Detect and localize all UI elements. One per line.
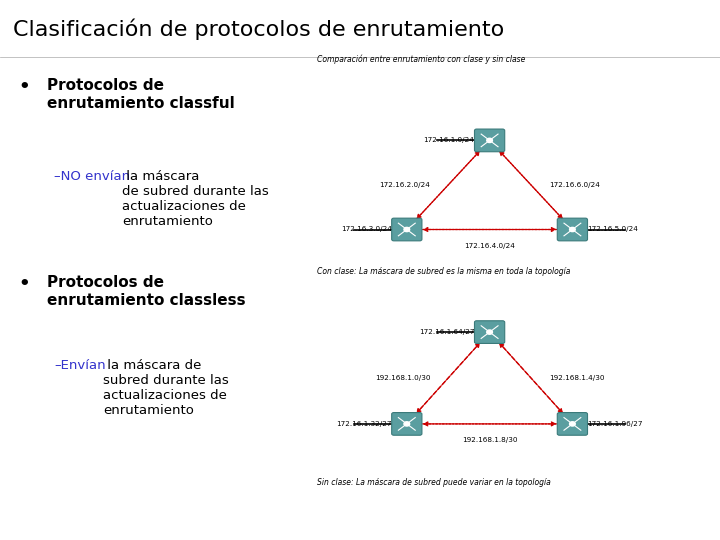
- Circle shape: [570, 422, 575, 426]
- Text: 172.16.1.0/24: 172.16.1.0/24: [423, 137, 474, 144]
- Text: 172.16.1.32/27: 172.16.1.32/27: [336, 421, 392, 427]
- Text: •: •: [18, 78, 30, 96]
- Text: Comparación entre enrutamiento con clase y sin clase: Comparación entre enrutamiento con clase…: [317, 54, 525, 64]
- Circle shape: [570, 227, 575, 232]
- Text: 172.16.3.0/24: 172.16.3.0/24: [341, 226, 392, 233]
- Circle shape: [487, 330, 492, 334]
- Text: la máscara de
subred durante las
actualizaciones de
enrutamiento: la máscara de subred durante las actuali…: [103, 359, 229, 417]
- Text: 192.168.1.0/30: 192.168.1.0/30: [374, 375, 431, 381]
- Text: 192.168.1.8/30: 192.168.1.8/30: [462, 437, 518, 443]
- Text: 172.16.1.96/27: 172.16.1.96/27: [588, 421, 643, 427]
- Text: 172.16.1.64/27: 172.16.1.64/27: [419, 329, 474, 335]
- Circle shape: [487, 138, 492, 143]
- FancyBboxPatch shape: [557, 218, 588, 241]
- Text: Con clase: La máscara de subred es la misma en toda la topología: Con clase: La máscara de subred es la mi…: [317, 267, 570, 276]
- Text: 172.16.5.0/24: 172.16.5.0/24: [588, 226, 639, 233]
- Text: Protocolos de
enrutamiento classful: Protocolos de enrutamiento classful: [47, 78, 235, 111]
- FancyBboxPatch shape: [474, 129, 505, 152]
- Text: •: •: [18, 275, 30, 293]
- Circle shape: [404, 422, 410, 426]
- Text: 192.168.1.4/30: 192.168.1.4/30: [549, 375, 605, 381]
- Text: 172.16.2.0/24: 172.16.2.0/24: [379, 182, 431, 188]
- Text: Sin clase: La máscara de subred puede variar en la topología: Sin clase: La máscara de subred puede va…: [317, 478, 551, 487]
- FancyBboxPatch shape: [392, 218, 422, 241]
- Circle shape: [404, 227, 410, 232]
- Text: Clasificación de protocolos de enrutamiento: Clasificación de protocolos de enrutamie…: [13, 19, 504, 40]
- Text: 172.16.6.0/24: 172.16.6.0/24: [549, 182, 600, 188]
- Text: Protocolos de
enrutamiento classless: Protocolos de enrutamiento classless: [47, 275, 246, 308]
- Text: –Envían: –Envían: [54, 359, 106, 372]
- Text: 172.16.4.0/24: 172.16.4.0/24: [464, 243, 515, 249]
- Text: –NO envían: –NO envían: [54, 170, 130, 183]
- FancyBboxPatch shape: [557, 413, 588, 435]
- FancyBboxPatch shape: [392, 413, 422, 435]
- FancyBboxPatch shape: [474, 321, 505, 343]
- Text: la máscara
de subred durante las
actualizaciones de
enrutamiento: la máscara de subred durante las actuali…: [122, 170, 269, 228]
